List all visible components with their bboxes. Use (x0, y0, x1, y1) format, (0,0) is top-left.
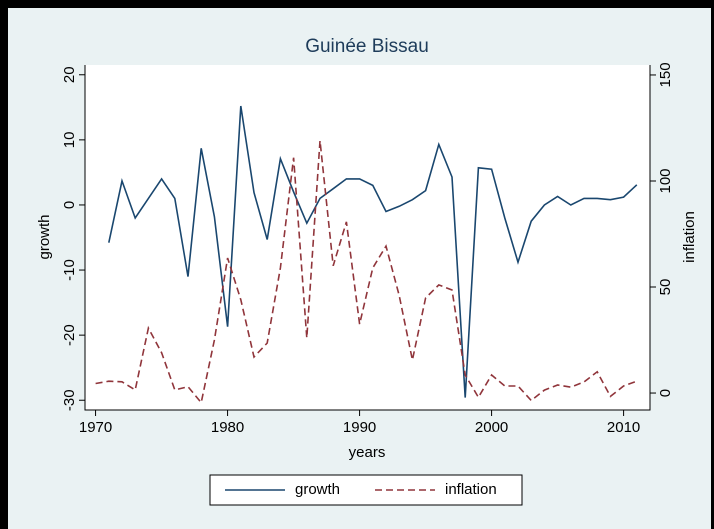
x-tick-label: 2010 (607, 419, 640, 436)
y-tick-label: 0 (61, 201, 78, 209)
y-tick-label: -10 (61, 259, 78, 281)
chart-title: Guinée Bissau (305, 36, 429, 57)
x-axis-label: years (349, 444, 386, 461)
y-axis-label: growth (36, 214, 53, 259)
y-tick-label: 20 (61, 66, 78, 83)
legend-label: growth (295, 481, 340, 498)
y2-axis-label: inflation (681, 211, 698, 263)
axes (84, 65, 651, 411)
y2-tick-label: 0 (657, 389, 674, 397)
x-tick-label: 2000 (475, 419, 508, 436)
x-tick-label: 1990 (343, 419, 376, 436)
x-tick-label: 1970 (79, 419, 112, 436)
y-tick-label: 10 (61, 132, 78, 149)
y-tick-label: -20 (61, 324, 78, 346)
series-line (95, 140, 638, 405)
legend-label: inflation (445, 481, 497, 498)
series-line (108, 105, 638, 398)
plot-area (85, 65, 650, 410)
y-tick-label: -30 (61, 389, 78, 411)
y2-tick-label: 50 (657, 279, 674, 296)
legend (209, 474, 523, 506)
y2-tick-label: 150 (657, 62, 674, 87)
x-tick-label: 1980 (211, 419, 244, 436)
y2-tick-label: 100 (657, 168, 674, 193)
